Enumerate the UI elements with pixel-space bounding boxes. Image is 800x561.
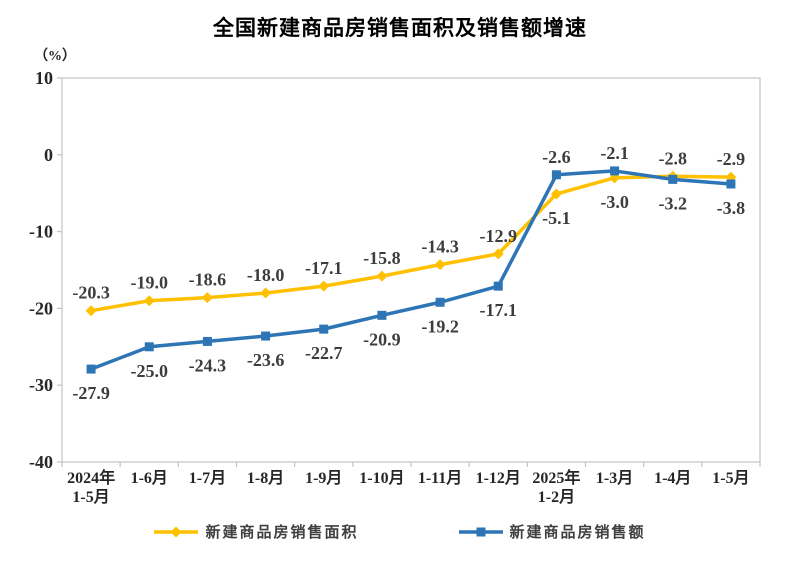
x-tick-label: 1-6月: [131, 469, 168, 487]
sales-area-data-label: -17.1: [305, 258, 343, 278]
legend: 新建商品房销售面积 新建商品房销售额: [0, 521, 800, 542]
sales-amount-point-marker: [435, 297, 445, 307]
sales-area-data-label: -14.3: [421, 237, 459, 257]
sales-amount-point-marker: [202, 336, 212, 346]
diamond-marker-icon: [170, 526, 182, 537]
sales-area-point-marker: [143, 295, 155, 307]
sales-amount-data-label: -2.6: [542, 147, 571, 167]
x-tick-label: 1-5月: [712, 469, 749, 487]
sales-amount-data-label: -24.3: [189, 355, 227, 375]
y-tick-label: -10: [29, 222, 53, 242]
chart-title: 全国新建商品房销售面积及销售额增速: [213, 17, 587, 40]
sales-area-data-label: -18.6: [189, 270, 227, 290]
x-tick-label: 1-11月: [418, 469, 462, 487]
x-tick-label: 2025年 1-2月: [532, 468, 580, 506]
sales-amount-data-label: -25.0: [131, 361, 169, 381]
sales-amount-point-marker: [261, 331, 271, 341]
series-line-sales-amount: [90, 169, 732, 371]
sales-area-line-icon: [154, 526, 199, 537]
sales-area-data-label: -19.0: [131, 273, 169, 293]
sales-amount-data-label: -22.7: [305, 343, 343, 363]
sales-area-data-label: -3.0: [600, 192, 629, 212]
legend-label-sales-amount: 新建商品房销售额: [509, 525, 646, 541]
sales-amount-point-marker: [377, 310, 387, 320]
sales-amount-data-label: -19.2: [421, 316, 459, 336]
sales-area-data-label: -12.9: [480, 226, 518, 246]
sales-amount-point-marker: [726, 179, 736, 189]
series-line-sales-area: [90, 174, 731, 313]
x-tick-label: 1-9月: [305, 469, 342, 487]
y-tick-label: -30: [29, 375, 53, 395]
sales-amount-data-label: -27.9: [72, 383, 110, 403]
legend-item-sales-amount: 新建商品房销售额: [458, 521, 646, 542]
sales-area-point-marker: [492, 248, 504, 260]
square-marker-icon: [476, 527, 485, 536]
x-tick-label: 1-4月: [654, 469, 691, 487]
sales-area-point-marker: [201, 292, 213, 304]
sales-amount-line-icon: [458, 527, 503, 536]
sales-amount-data-label: -2.1: [600, 143, 629, 163]
x-tick-label: 2024年 1-5月: [67, 468, 115, 506]
sales-area-point-marker: [318, 280, 330, 292]
y-tick-label: 10: [35, 68, 53, 88]
line-chart: 10 0 -10 -20 -30 -40 2024年 1-5月 1-6月 1-7月 1-8月 1-9月…: [29, 68, 761, 506]
sales-amount-point-marker: [319, 324, 329, 334]
sales-amount-data-label: -23.6: [247, 350, 285, 370]
sales-area-data-label: -5.1: [542, 208, 571, 228]
legend-label-sales-area: 新建商品房销售面积: [205, 525, 359, 541]
y-axis-unit-label: （%）: [34, 49, 76, 64]
x-tick-label: 1-10月: [359, 469, 404, 487]
x-tick-label: 1-3月: [596, 469, 633, 487]
x-tick-label: 1-8月: [247, 469, 284, 487]
y-tick-label: -20: [29, 298, 53, 318]
sales-amount-point-marker: [610, 166, 620, 176]
sales-area-data-label: -20.3: [72, 283, 110, 303]
legend-item-sales-area: 新建商品房销售面积: [154, 521, 358, 542]
sales-amount-point-marker: [668, 174, 678, 184]
sales-area-point-marker: [376, 270, 388, 282]
sales-area-point-marker: [434, 259, 446, 271]
sales-amount-data-label: -17.1: [480, 300, 518, 320]
sales-area-data-label: -15.8: [363, 248, 401, 268]
sales-area-point-marker: [85, 305, 97, 317]
y-tick-label: -40: [29, 452, 53, 472]
sales-area-point-marker: [260, 287, 272, 299]
sales-amount-data-label: -3.2: [659, 193, 688, 213]
x-tick-label: 1-12月: [476, 469, 521, 487]
sales-amount-point-marker: [493, 281, 503, 291]
sales-amount-point-marker: [86, 364, 96, 374]
sales-amount-point-marker: [144, 342, 154, 352]
sales-amount-data-label: -3.8: [717, 198, 746, 218]
sales-amount-point-marker: [551, 170, 561, 180]
sales-area-point-marker: [550, 188, 562, 200]
x-tick-label: 1-7月: [189, 469, 226, 487]
sales-area-data-label: -2.8: [659, 148, 688, 168]
sales-area-data-label: -18.0: [247, 265, 285, 285]
sales-area-data-label: -2.9: [717, 149, 746, 169]
sales-amount-data-label: -20.9: [363, 329, 401, 349]
y-tick-label: 0: [44, 145, 53, 165]
